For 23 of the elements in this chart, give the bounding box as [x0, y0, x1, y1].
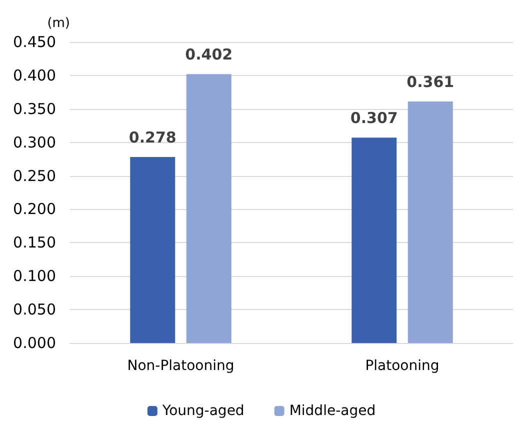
legend-label: Young-aged — [161, 403, 244, 419]
bar — [186, 74, 232, 343]
data-label: 0.278 — [128, 128, 176, 147]
data-label: 0.361 — [406, 73, 454, 92]
data-label: 0.402 — [185, 46, 233, 64]
y-tick-label: 0.050 — [13, 300, 56, 319]
y-tick-label: 0.450 — [13, 33, 56, 51]
x-tick-label: Platooning — [365, 358, 440, 374]
bar — [130, 157, 176, 343]
bar — [352, 138, 397, 343]
y-tick-label: 0.000 — [13, 334, 56, 352]
bar — [408, 102, 453, 343]
y-tick-label: 0.350 — [13, 100, 56, 118]
y-tick-label: 0.200 — [13, 200, 56, 218]
x-tick-label: Non-Platooning — [127, 358, 234, 374]
legend-label: Middle-aged — [289, 403, 376, 419]
y-tick-label: 0.300 — [13, 133, 56, 152]
data-label: 0.307 — [350, 109, 398, 128]
y-axis-title: (m) — [47, 16, 70, 31]
y-tick-label: 0.400 — [13, 66, 56, 84]
y-tick-label: 0.100 — [13, 267, 56, 286]
y-tick-label: 0.150 — [13, 234, 56, 252]
y-tick-label: 0.250 — [13, 166, 56, 185]
